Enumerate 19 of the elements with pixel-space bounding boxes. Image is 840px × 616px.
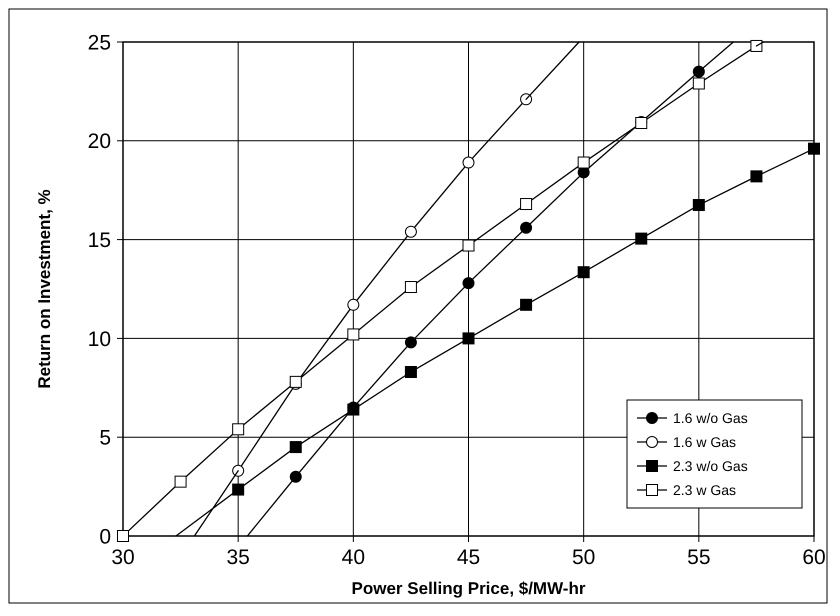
- y-tick-label: 5: [99, 426, 111, 450]
- y-tick-label: 25: [88, 31, 111, 54]
- y-tick-label: 0: [99, 525, 111, 548]
- legend-label: 1.6 w/o Gas: [673, 410, 748, 426]
- legend-label: 2.3 w Gas: [673, 482, 736, 498]
- y-axis-title: Return on Investment, %: [35, 189, 54, 389]
- x-tick-label: 35: [226, 546, 250, 569]
- x-tick-label: 45: [456, 546, 480, 569]
- y-tick-label: 20: [88, 130, 111, 154]
- x-tick-label: 50: [572, 546, 596, 569]
- legend-label: 2.3 w/o Gas: [673, 458, 748, 474]
- x-tick-label: 60: [802, 546, 826, 569]
- x-tick-label: 30: [111, 546, 135, 569]
- y-tick-label: 10: [88, 328, 111, 351]
- x-axis-title: Power Selling Price, $/MW-hr: [352, 579, 586, 598]
- legend-label: 1.6 w Gas: [673, 434, 736, 450]
- x-tick-label: 55: [687, 546, 711, 569]
- x-tick-label: 40: [342, 546, 366, 569]
- y-tick-label: 15: [88, 228, 111, 252]
